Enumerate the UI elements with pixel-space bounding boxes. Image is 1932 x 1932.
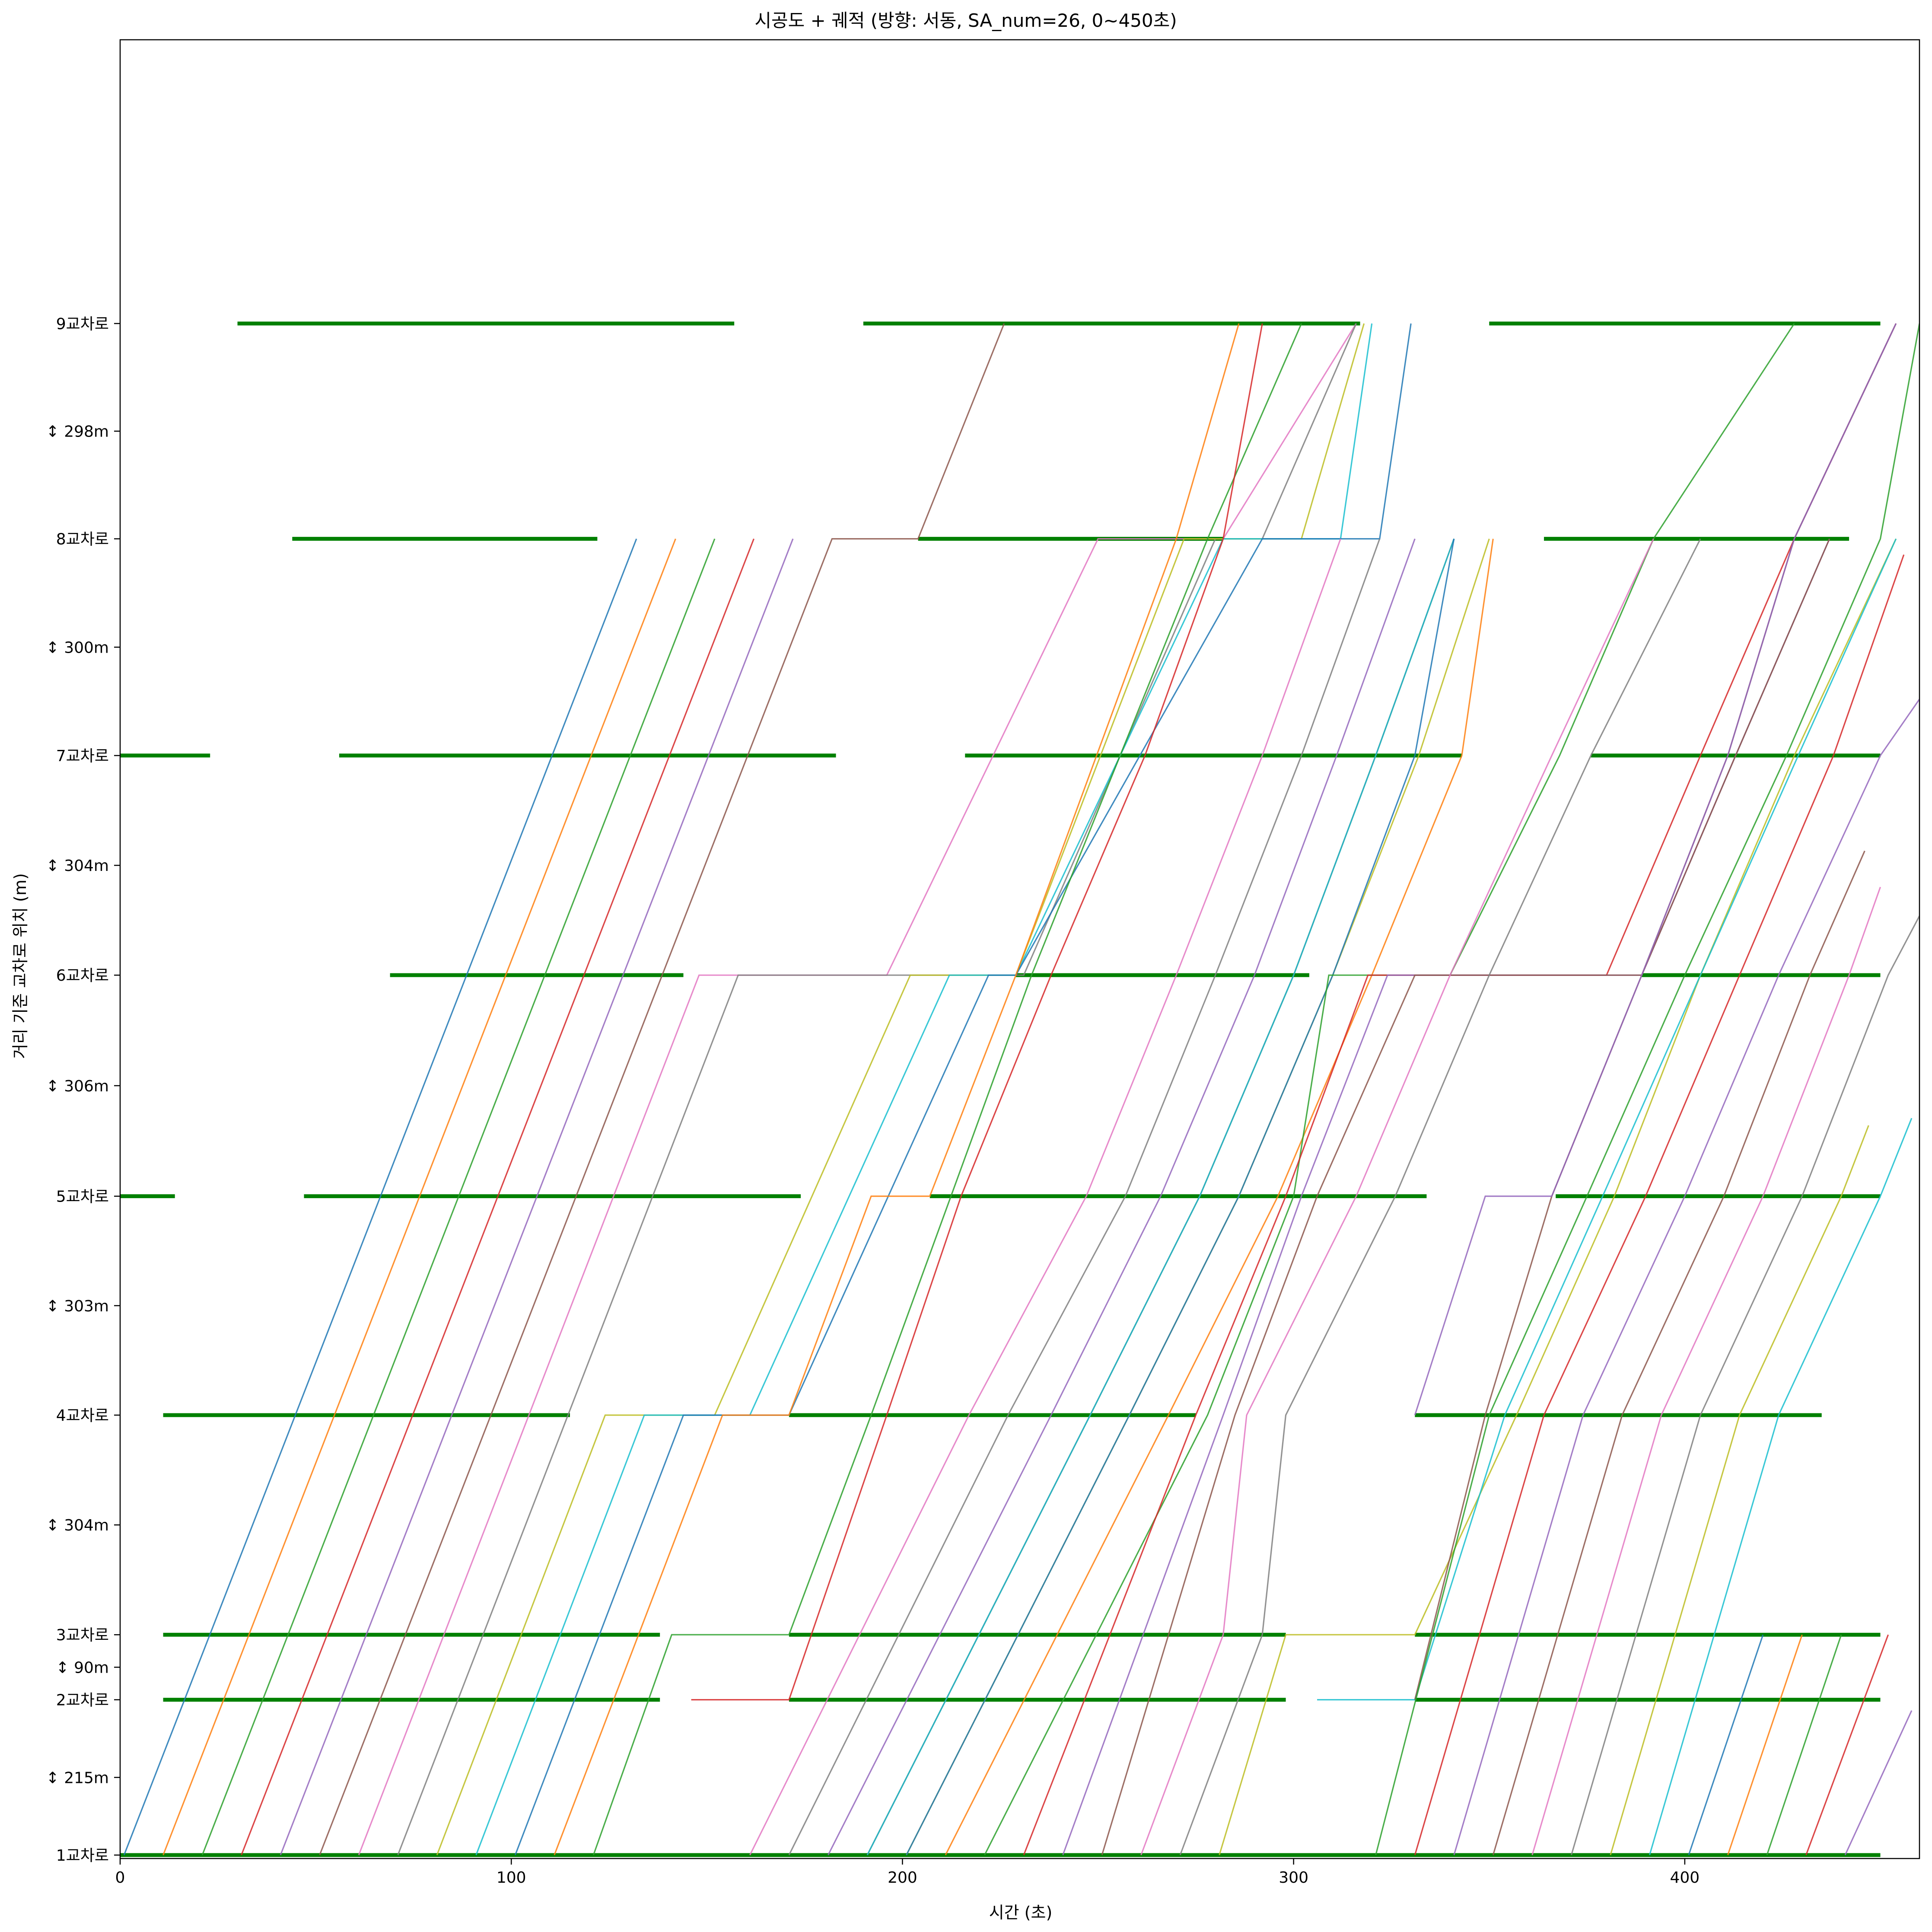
trajectory-line-25 [1101,538,1830,1855]
x-tick-label-4: 400 [1670,1869,1700,1887]
y-tick-label-11: ↕ 304m [46,857,109,875]
trajectory-line-34 [1453,698,1919,1855]
y-tick-label-2: 2교차로 [56,1692,109,1709]
y-tick-label-13: ↕ 300m [46,639,109,657]
x-tick-label-1: 100 [497,1869,526,1887]
trajectory-line-3 [241,539,754,1855]
plot-area [120,322,1919,1857]
x-tick-label-0: 0 [115,1869,125,1887]
trajectory-line-13 [691,323,1263,1701]
trajectory-line-12 [592,323,1302,1855]
y-tick-label-4: 3교차로 [56,1626,109,1644]
trajectory-line-42 [1766,1634,1842,1855]
trajectory-line-0 [123,539,637,1855]
trajectory-line-20 [906,539,1455,1855]
y-tick-label-9: ↕ 306m [46,1078,109,1095]
trajectory-line-44 [1844,1710,1913,1855]
y-tick-label-1: ↕ 215m [46,1769,109,1787]
y-tick-label-8: 5교차로 [56,1188,109,1206]
trajectory-line-35 [1492,851,1865,1855]
trajectory-line-5 [319,323,1005,1855]
trajectory-line-33 [1414,554,1905,1855]
chart-title: 시공도 + 궤적 (방향: 서동, SA_num=26, 0~450초) [754,10,1177,31]
trajectory-line-39 [1649,1118,1913,1855]
trajectory-line-21 [945,539,1494,1855]
trajectory-line-14 [827,539,1416,1855]
trajectory-line-11 [554,323,1240,1855]
x-tick-label-3: 300 [1279,1869,1308,1887]
x-tick-label-2: 200 [888,1869,917,1887]
trajectory-line-28 [1219,538,1897,1855]
y-tick-label-0: 1교차로 [56,1847,109,1865]
trajectory-line-36 [1531,886,1881,1855]
y-tick-label-14: 8교차로 [56,531,109,548]
trajectory-line-1 [162,539,676,1855]
y-axis-label: 거리 기준 교차로 위치 (m) [11,873,30,1059]
trajectory-line-17 [788,539,1381,1855]
y-tick-label-7: ↕ 303m [46,1298,109,1315]
trajectory-line-16 [749,539,1341,1855]
trajectory-line-6 [358,323,1357,1855]
trajectory-line-4 [280,539,794,1855]
y-tick-label-10: 6교차로 [56,967,109,985]
y-tick-label-12: 7교차로 [56,747,109,765]
trajectory-line-26 [1140,538,1654,1855]
trajectory-line-38 [1610,1125,1869,1855]
y-tick-label-16: 9교차로 [56,316,109,333]
y-tick-label-3: ↕ 90m [56,1659,109,1677]
trajectory-line-41 [1727,1634,1803,1855]
trajectory-line-43 [1805,1634,1889,1855]
trajectory-line-27 [1179,538,1701,1855]
x-axis-label: 시간 (초) [989,1903,1053,1922]
trajectory-line-31 [1414,323,1897,1416]
trajectory-line-10 [514,323,1412,1855]
trajectory-line-2 [201,539,716,1855]
trajectory-line-37 [1570,915,1919,1855]
y-tick-label-15: ↕ 298m [46,423,109,441]
y-tick-label-6: 4교차로 [56,1407,109,1425]
y-tick-label-5: ↕ 304m [46,1517,109,1534]
trajectory-line-19 [866,539,1455,1855]
trajectory-line-32 [1375,323,1919,1855]
trajectory-line-40 [1688,1634,1764,1855]
plot-frame [119,39,1920,1859]
